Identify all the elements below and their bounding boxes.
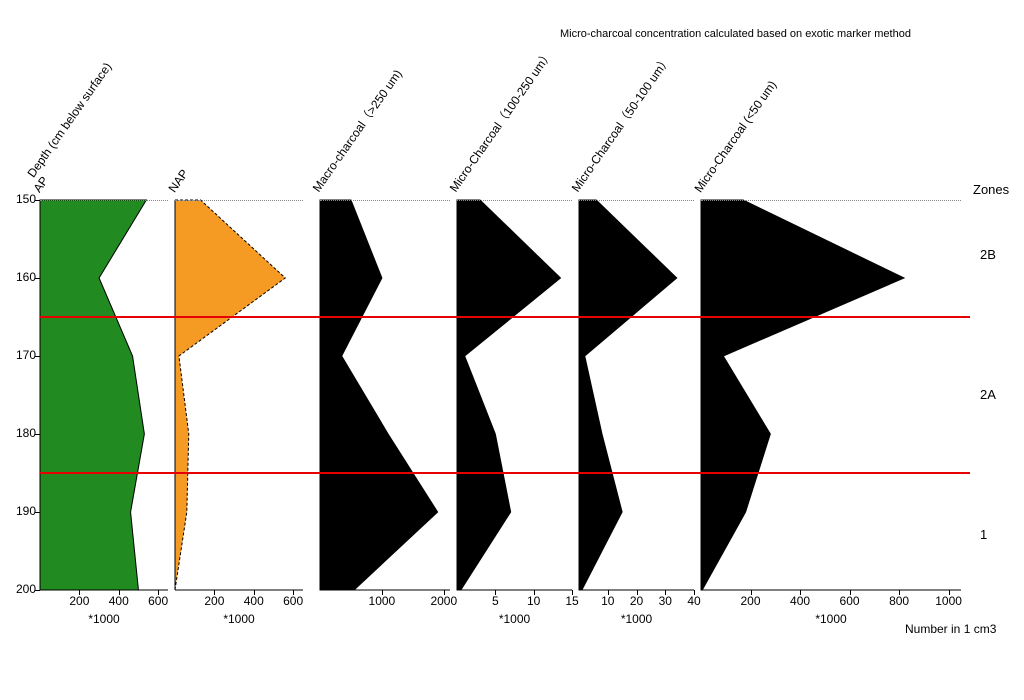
ap-panel: AP200400600*1000	[40, 200, 168, 590]
macro-charcoal-panel: Macro-charcoal（>250 um)10002000	[320, 200, 450, 590]
zone-label: 1	[980, 527, 987, 542]
stratigraphic-diagram: Micro-charcoal concentration calculated …	[0, 0, 1024, 700]
x-tick-label: 2000	[430, 594, 457, 608]
micro-100-250-panel-multiplier: *1000	[457, 612, 572, 626]
depth-axis-title: Depth (cm below surface)	[25, 60, 115, 180]
macro-charcoal-panel-silhouette	[320, 200, 450, 590]
y-axis-tick-label: 190	[2, 504, 36, 518]
micro-50-100-panel: Micro-Charcoal（50-100 um）10203040*1000	[579, 200, 694, 590]
nap-panel-title: NAP	[166, 167, 192, 195]
x-tick-label: 15	[565, 594, 578, 608]
x-tick-label: 10	[601, 594, 614, 608]
x-tick-label: 400	[109, 594, 129, 608]
zone-boundary-line	[40, 472, 970, 474]
x-tick-label: 200	[741, 594, 761, 608]
zone-label: 2A	[980, 387, 996, 402]
x-tick-label: 200	[69, 594, 89, 608]
x-tick-label: 400	[790, 594, 810, 608]
x-tick-label: 30	[659, 594, 672, 608]
nap-panel-silhouette	[175, 200, 303, 590]
x-tick-label: 600	[840, 594, 860, 608]
x-tick-label: 20	[630, 594, 643, 608]
y-axis-tick-label: 180	[2, 426, 36, 440]
micro-50-100-panel-multiplier: *1000	[579, 612, 694, 626]
plot-region: Depth (cm below surface) 150160170180190…	[40, 200, 1000, 590]
x-tick-label: 200	[204, 594, 224, 608]
x-tick-label: 600	[283, 594, 303, 608]
x-tick-label: 40	[687, 594, 700, 608]
y-axis-tick-label: 200	[2, 582, 36, 596]
micro-lt50-panel-silhouette	[701, 200, 961, 590]
micro-lt50-panel: Micro-Charcoal (<50 um)2004006008001000*…	[701, 200, 961, 590]
macro-charcoal-panel-title: Macro-charcoal（>250 um)	[308, 66, 406, 195]
ap-panel-silhouette	[40, 200, 168, 590]
nap-panel-multiplier: *1000	[175, 612, 303, 626]
exotic-marker-note: Micro-charcoal concentration calculated …	[560, 28, 911, 40]
zone-boundary-line	[40, 316, 970, 318]
y-axis-tick-label: 150	[2, 192, 36, 206]
ap-panel-multiplier: *1000	[40, 612, 168, 626]
nap-panel: NAP200400600*1000	[175, 200, 303, 590]
x-tick-label: 5	[492, 594, 499, 608]
micro-50-100-panel-silhouette	[579, 200, 694, 590]
x-tick-label: 10	[527, 594, 540, 608]
y-axis-tick-label: 160	[2, 270, 36, 284]
micro-100-250-panel-silhouette	[457, 200, 572, 590]
x-tick-label: 1000	[935, 594, 962, 608]
zones-title: Zones	[973, 182, 1009, 197]
x-tick-label: 400	[244, 594, 264, 608]
y-axis-tick-label: 170	[2, 348, 36, 362]
x-tick-label: 800	[889, 594, 909, 608]
x-tick-label: 1000	[369, 594, 396, 608]
zone-label: 2B	[980, 247, 996, 262]
micro-lt50-panel-title: Micro-Charcoal (<50 um)	[692, 78, 780, 195]
micro-100-250-panel-title: Micro-Charcoal（100-250 um）	[445, 46, 556, 195]
number-in-1cm3-label: Number in 1 cm3	[905, 622, 996, 636]
x-tick-label: 600	[148, 594, 168, 608]
micro-50-100-panel-title: Micro-Charcoal（50-100 um）	[567, 52, 674, 195]
micro-100-250-panel: Micro-Charcoal（100-250 um）51015*1000	[457, 200, 572, 590]
